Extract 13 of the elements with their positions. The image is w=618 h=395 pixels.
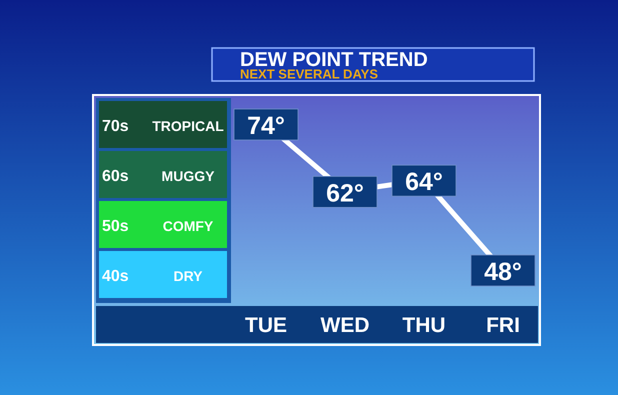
- data-label: 48°: [484, 258, 522, 286]
- text: 70s TROPICAL: [102, 118, 224, 135]
- x-tick-label: WED: [320, 314, 370, 337]
- data-label: 64°: [405, 168, 443, 196]
- data-label: 62°: [326, 179, 364, 208]
- x-tick-label: THU: [402, 314, 446, 337]
- x-tick-label: TUE: [245, 314, 287, 337]
- text: 50s COMFY: [102, 218, 214, 235]
- text: 40s DRY: [102, 268, 203, 285]
- text: 60s MUGGY: [102, 168, 214, 185]
- chart-subtitle: NEXT SEVERAL DAYS: [240, 66, 378, 82]
- data-label: 74°: [247, 112, 285, 140]
- x-tick-label: FRI: [486, 314, 520, 337]
